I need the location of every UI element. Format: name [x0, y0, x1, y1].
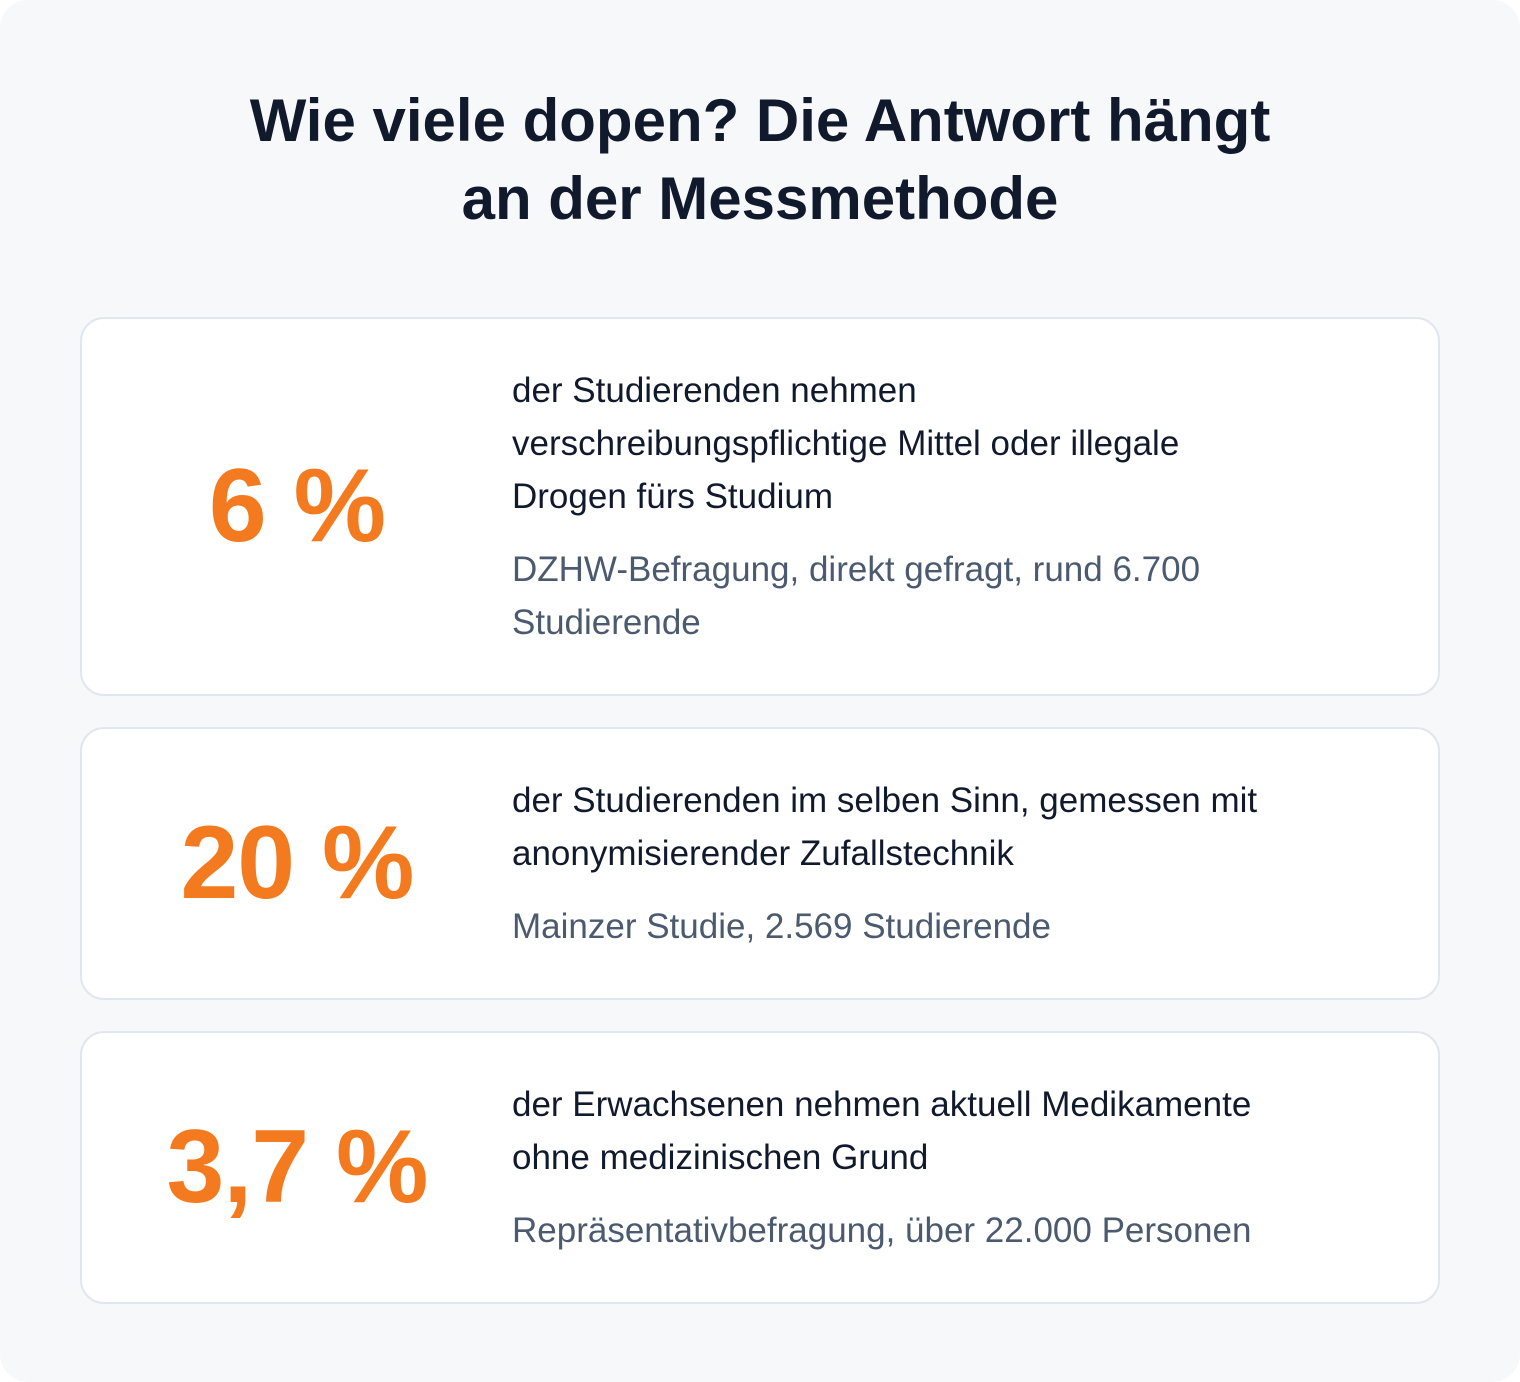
description-line: ohne medizinischen Grund [512, 1138, 929, 1177]
stat-source: Repräsentativbefragung, über 22.000 Pers… [512, 1204, 1378, 1257]
description-line: der Studierenden nehmen [512, 371, 917, 410]
stat-description: der Erwachsenen nehmen aktuell Medikamen… [512, 1078, 1378, 1184]
page-title: Wie viele dopen? Die Antwort hängt an de… [0, 82, 1520, 238]
stat-source: DZHW-Befragung, direkt gefragt, rund 6.7… [512, 543, 1378, 649]
description-line: der Studierenden im selben Sinn, gemesse… [512, 781, 1258, 820]
description-line: verschreibungspflichtige Mittel oder ill… [512, 424, 1180, 463]
source-line: DZHW-Befragung, direkt gefragt, rund 6.7… [512, 550, 1201, 589]
source-line: Mainzer Studie, 2.569 Studierende [512, 907, 1051, 946]
stat-card-studierende-zufallstechnik: 20 % der Studierenden im selben Sinn, ge… [80, 727, 1440, 1000]
description-line: der Erwachsenen nehmen aktuell Medikamen… [512, 1085, 1252, 1124]
stat-text: der Studierenden im selben Sinn, gemesse… [512, 729, 1378, 998]
stat-value: 20 % [180, 805, 414, 921]
stat-value: 6 % [208, 448, 386, 564]
description-line: Drogen fürs Studium [512, 477, 833, 516]
stat-value: 3,7 % [166, 1109, 429, 1225]
stat-card-studierende-direkt: 6 % der Studierenden nehmen verschreibun… [80, 317, 1440, 696]
source-line: Repräsentativbefragung, über 22.000 Pers… [512, 1211, 1252, 1250]
stat-text: der Studierenden nehmen verschreibungspf… [512, 319, 1378, 694]
description-line: anonymisierender Zufallstechnik [512, 834, 1014, 873]
title-line: an der Messmethode [461, 165, 1059, 232]
stat-description: der Studierenden im selben Sinn, gemesse… [512, 774, 1378, 880]
stat-card-erwachsene: 3,7 % der Erwachsenen nehmen aktuell Med… [80, 1031, 1440, 1304]
stat-text: der Erwachsenen nehmen aktuell Medikamen… [512, 1033, 1378, 1302]
stat-source: Mainzer Studie, 2.569 Studierende [512, 900, 1378, 953]
source-line: Studierende [512, 603, 701, 642]
title-line: Wie viele dopen? Die Antwort hängt [249, 87, 1271, 154]
stat-description: der Studierenden nehmen verschreibungspf… [512, 364, 1378, 523]
